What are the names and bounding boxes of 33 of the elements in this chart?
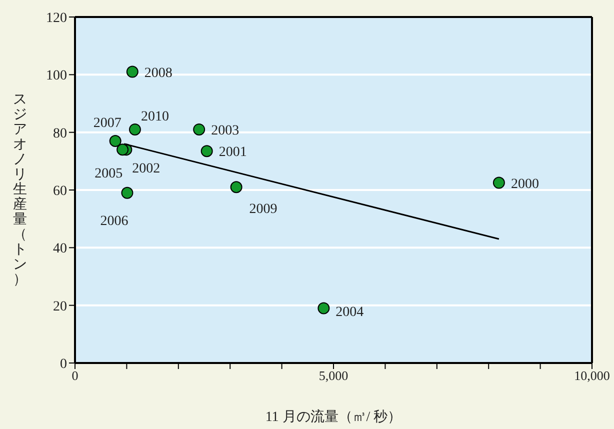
x-tick-label: 0 [72,368,78,384]
point [109,134,122,147]
y-tick-label: 100 [46,68,67,84]
point [318,302,330,314]
point [121,186,134,199]
x-tick-label: 10,000 [574,368,610,384]
annotation: 2004 [336,305,364,320]
annotation: 2006 [100,214,128,229]
point [193,123,206,136]
point [116,144,129,156]
annotation: 2005 [94,166,123,182]
annotation: 2002 [132,162,160,177]
point [200,145,213,158]
annotation: 2007 [93,116,122,131]
x-axis-title: 11 月の流量（㎥/ 秒） [265,409,402,425]
text: スジアオノリ生産量（トン） [13,92,27,288]
point [230,181,242,194]
annotation: 2001 [218,145,247,160]
point [126,66,138,78]
y-tick-label: 0 [60,356,67,372]
y-tick-label: 40 [53,242,67,257]
annotation: 2003 [211,123,240,138]
point [492,176,505,189]
y-tick-label: 120 [46,10,67,26]
annotation: 2010 [140,109,169,124]
y-tick-label: 80 [53,126,67,142]
annotation: 2000 [510,176,539,192]
x-tick-label: 5,000 [318,368,348,384]
point [128,123,141,136]
y-tick-label: 20 [53,299,67,314]
annotation: 2009 [249,202,278,218]
annotation: 2008 [144,66,172,81]
y-tick-label: 60 [53,184,67,199]
